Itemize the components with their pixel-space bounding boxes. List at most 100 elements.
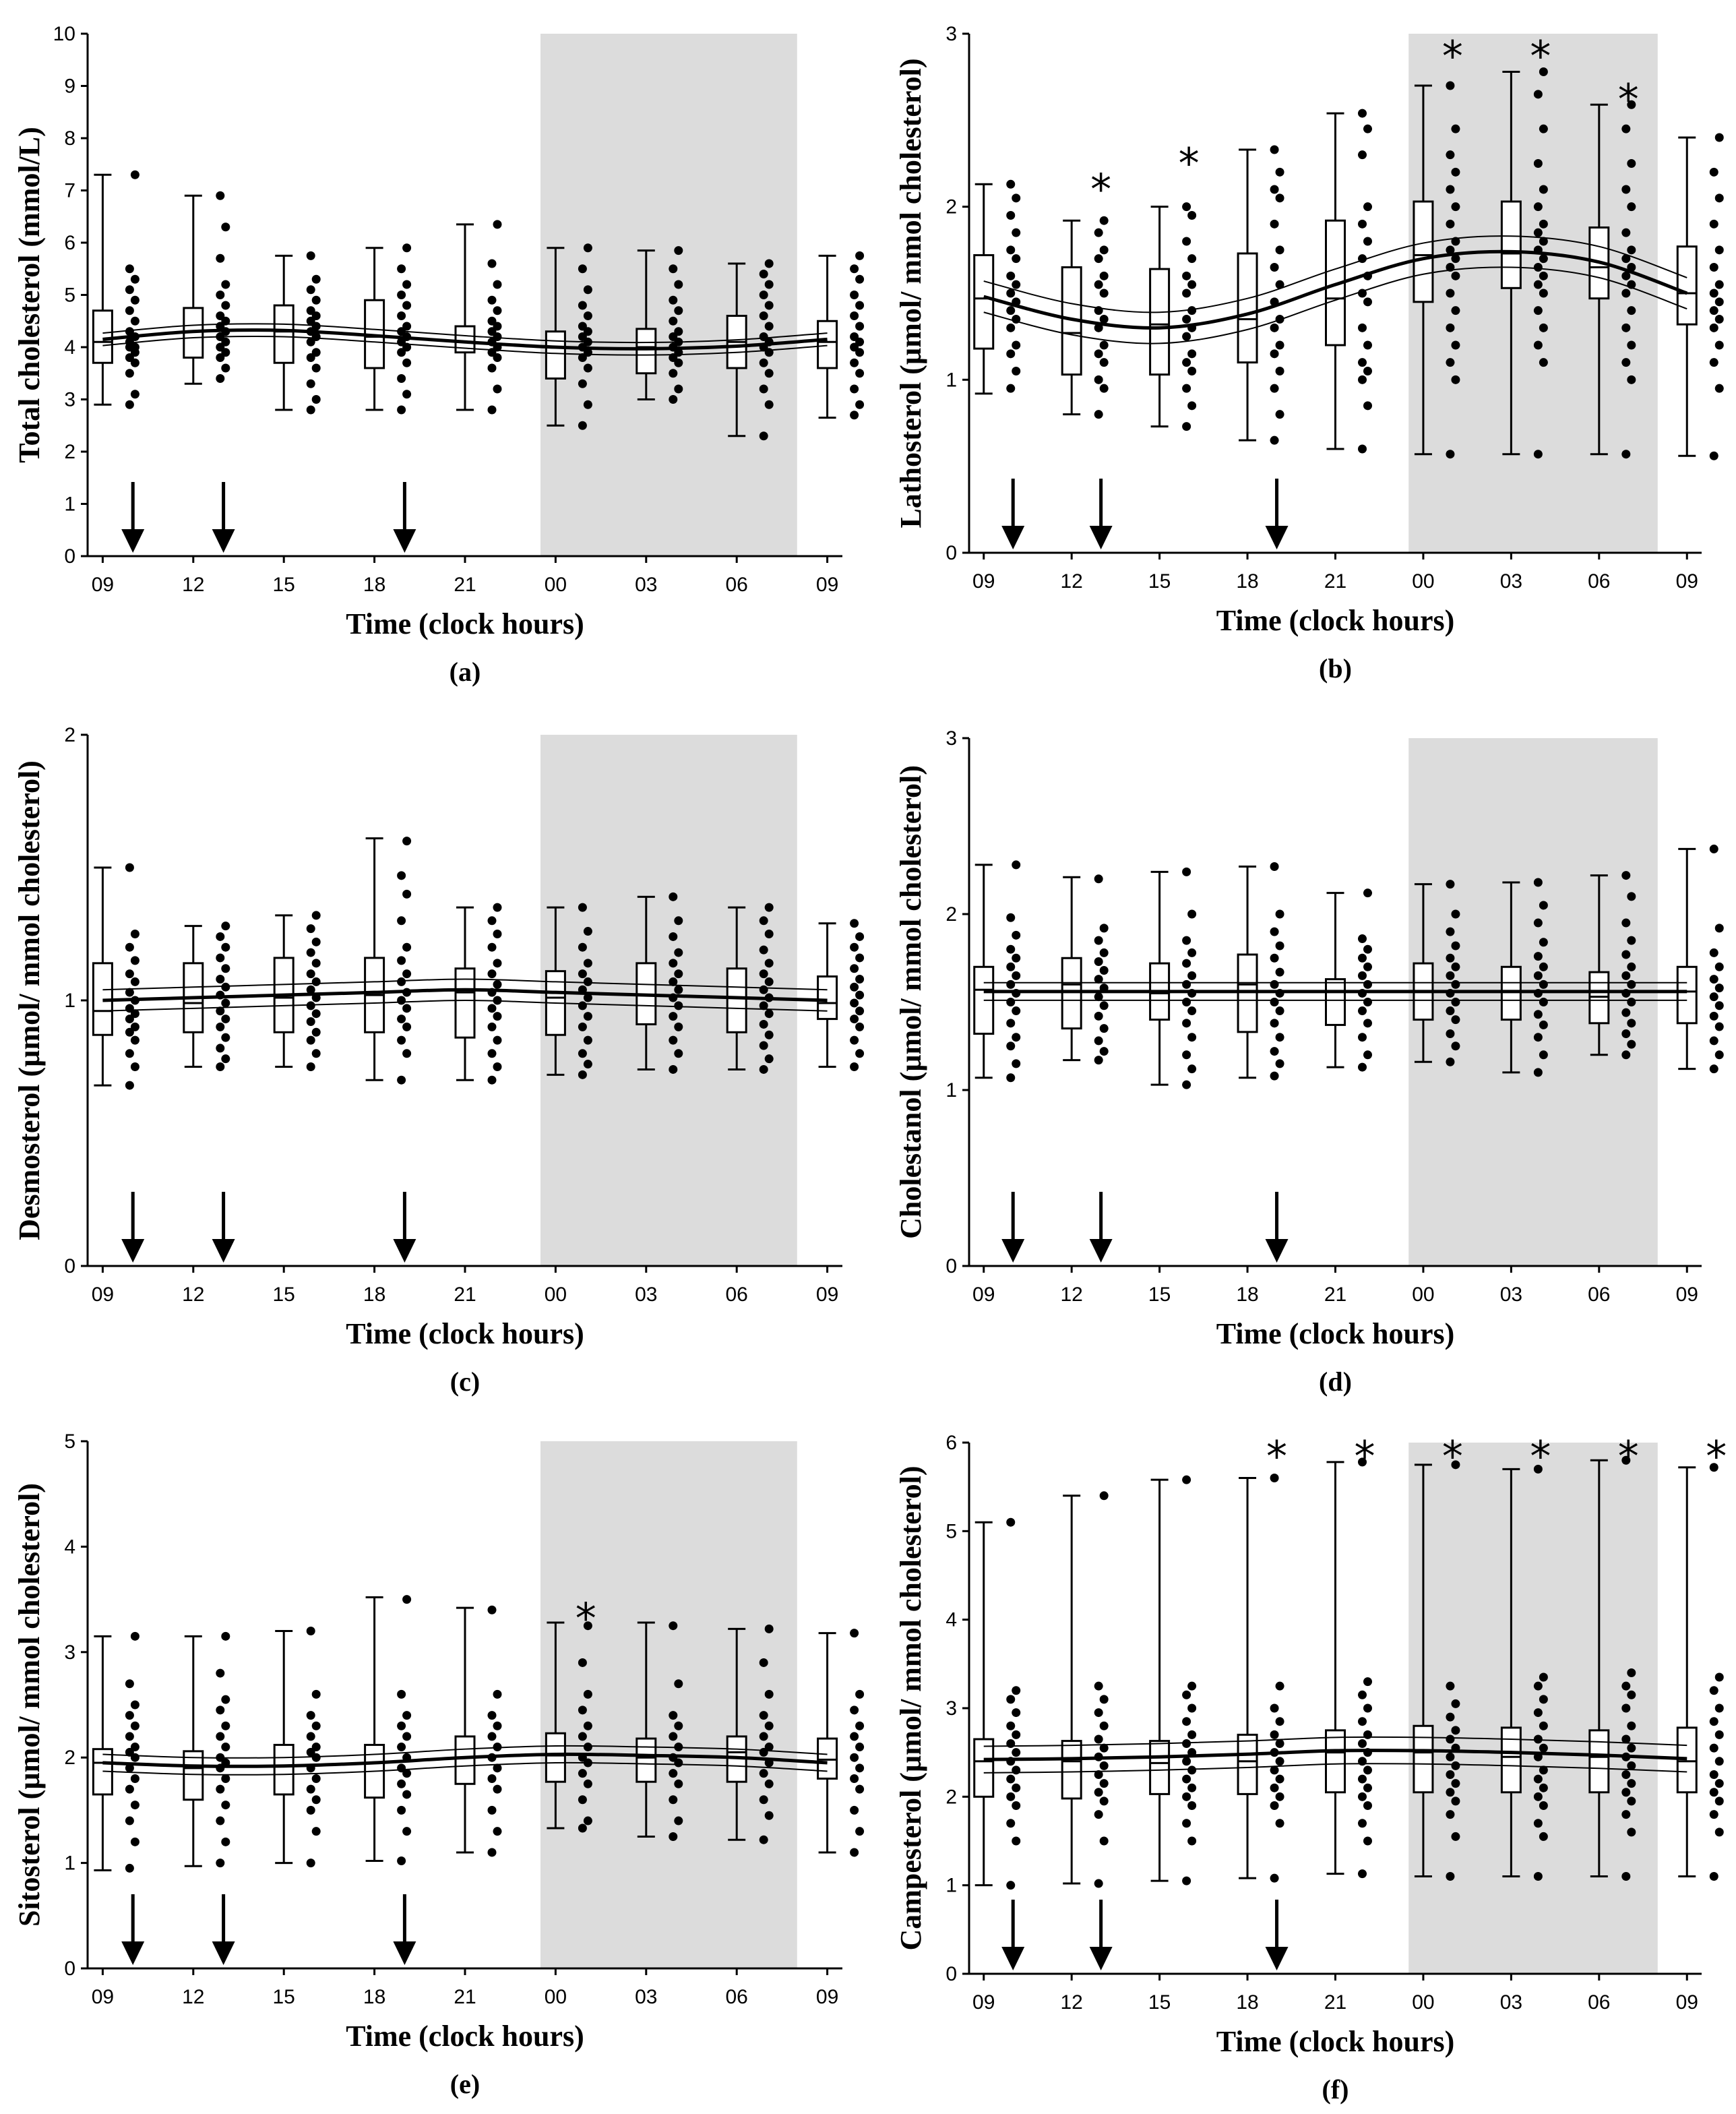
data-point bbox=[1709, 992, 1718, 1002]
data-point bbox=[855, 1743, 865, 1752]
data-point bbox=[1627, 1761, 1636, 1770]
data-point bbox=[306, 1627, 315, 1636]
data-point bbox=[578, 1769, 587, 1778]
data-point bbox=[1621, 358, 1631, 367]
data-point bbox=[1451, 998, 1460, 1006]
data-point bbox=[125, 942, 134, 952]
data-point bbox=[1446, 245, 1455, 255]
box-iqr bbox=[1237, 953, 1258, 1033]
data-point bbox=[759, 985, 768, 994]
y-tick-label: 2 bbox=[946, 196, 957, 218]
data-point bbox=[1709, 263, 1718, 272]
data-point bbox=[1446, 289, 1455, 298]
data-point bbox=[855, 301, 865, 310]
data-point bbox=[1446, 150, 1455, 160]
data-point bbox=[1446, 1681, 1455, 1691]
data-point bbox=[306, 1001, 315, 1010]
data-point bbox=[855, 369, 865, 378]
y-tick-label: 2 bbox=[64, 441, 75, 463]
box-plot bbox=[1237, 1477, 1258, 1879]
y-tick-label: 2 bbox=[64, 724, 75, 746]
data-point bbox=[850, 998, 859, 1008]
data-point bbox=[216, 374, 225, 383]
fit-mean-line bbox=[102, 328, 828, 351]
data-point bbox=[759, 1064, 768, 1074]
x-tick-label: 12 bbox=[182, 574, 204, 596]
box-iqr bbox=[1676, 245, 1698, 326]
data-point bbox=[1187, 971, 1197, 980]
data-point bbox=[1446, 1770, 1455, 1779]
x-tick-label: 18 bbox=[1236, 1284, 1258, 1306]
x-tick-label: 15 bbox=[1148, 1284, 1171, 1306]
data-point bbox=[1363, 979, 1372, 989]
y-tick-label: 1 bbox=[64, 493, 75, 516]
data-point bbox=[578, 903, 587, 912]
data-point bbox=[1275, 1006, 1284, 1016]
y-tick-label: 8 bbox=[64, 127, 75, 150]
data-point bbox=[1714, 1022, 1724, 1031]
data-point bbox=[1451, 202, 1460, 212]
x-tick-label: 03 bbox=[1500, 1991, 1522, 2014]
data-point bbox=[221, 1054, 230, 1064]
data-point bbox=[855, 932, 865, 941]
data-point bbox=[855, 953, 865, 963]
data-point bbox=[674, 306, 683, 315]
data-point bbox=[216, 974, 225, 984]
data-point bbox=[1363, 888, 1372, 898]
y-axis-title: Campesterol (µmol/ mmol cholesterol) bbox=[894, 1466, 927, 1951]
data-point bbox=[221, 301, 230, 310]
box-iqr bbox=[454, 967, 476, 1039]
data-point bbox=[1714, 1730, 1724, 1739]
data-point bbox=[1275, 340, 1284, 350]
data-point bbox=[402, 1732, 412, 1741]
data-point bbox=[759, 1001, 768, 1010]
data-point bbox=[1709, 306, 1718, 315]
data-point bbox=[1627, 375, 1636, 384]
data-point bbox=[1621, 971, 1631, 980]
box-plot bbox=[1500, 70, 1522, 456]
data-point bbox=[759, 1795, 768, 1805]
data-point bbox=[1099, 1721, 1109, 1730]
data-point bbox=[1533, 340, 1543, 350]
data-point bbox=[1446, 971, 1455, 980]
data-point bbox=[1539, 323, 1548, 332]
box-iqr bbox=[454, 1735, 476, 1785]
data-point bbox=[1099, 216, 1109, 225]
data-point bbox=[1533, 1033, 1543, 1042]
box-plot bbox=[726, 906, 747, 1070]
data-point bbox=[1012, 193, 1021, 203]
x-tick-label: 06 bbox=[1588, 570, 1610, 593]
data-point bbox=[583, 1779, 592, 1788]
data-point bbox=[578, 379, 587, 388]
data-point bbox=[1533, 1734, 1543, 1744]
data-point bbox=[1363, 1783, 1372, 1792]
data-point bbox=[759, 1019, 768, 1029]
y-axis-title: Total cholesterol (mmol/L) bbox=[13, 127, 46, 463]
data-point bbox=[216, 1784, 225, 1794]
fit-upper-band bbox=[983, 235, 1687, 313]
data-point bbox=[1270, 1730, 1279, 1739]
data-point bbox=[402, 1827, 412, 1836]
box-plot bbox=[1237, 148, 1258, 442]
data-point bbox=[850, 1753, 859, 1762]
data-point bbox=[583, 1816, 592, 1825]
data-point bbox=[1099, 1001, 1109, 1010]
data-point bbox=[669, 264, 678, 274]
box-iqr bbox=[273, 304, 294, 364]
meal-arrow-head bbox=[393, 1941, 416, 1965]
data-point bbox=[1275, 1757, 1284, 1766]
data-point bbox=[493, 1035, 502, 1045]
box-plot bbox=[273, 914, 294, 1068]
data-point bbox=[1539, 1765, 1548, 1775]
data-point bbox=[1094, 410, 1103, 419]
data-point bbox=[397, 1779, 406, 1788]
data-point bbox=[1358, 1819, 1367, 1828]
data-point bbox=[306, 924, 315, 934]
data-point bbox=[669, 369, 678, 378]
data-point bbox=[311, 1049, 321, 1058]
box-plot bbox=[1149, 870, 1171, 1086]
x-tick-label: 12 bbox=[1060, 1991, 1082, 2014]
data-point bbox=[221, 998, 230, 1008]
data-point bbox=[306, 1035, 315, 1045]
